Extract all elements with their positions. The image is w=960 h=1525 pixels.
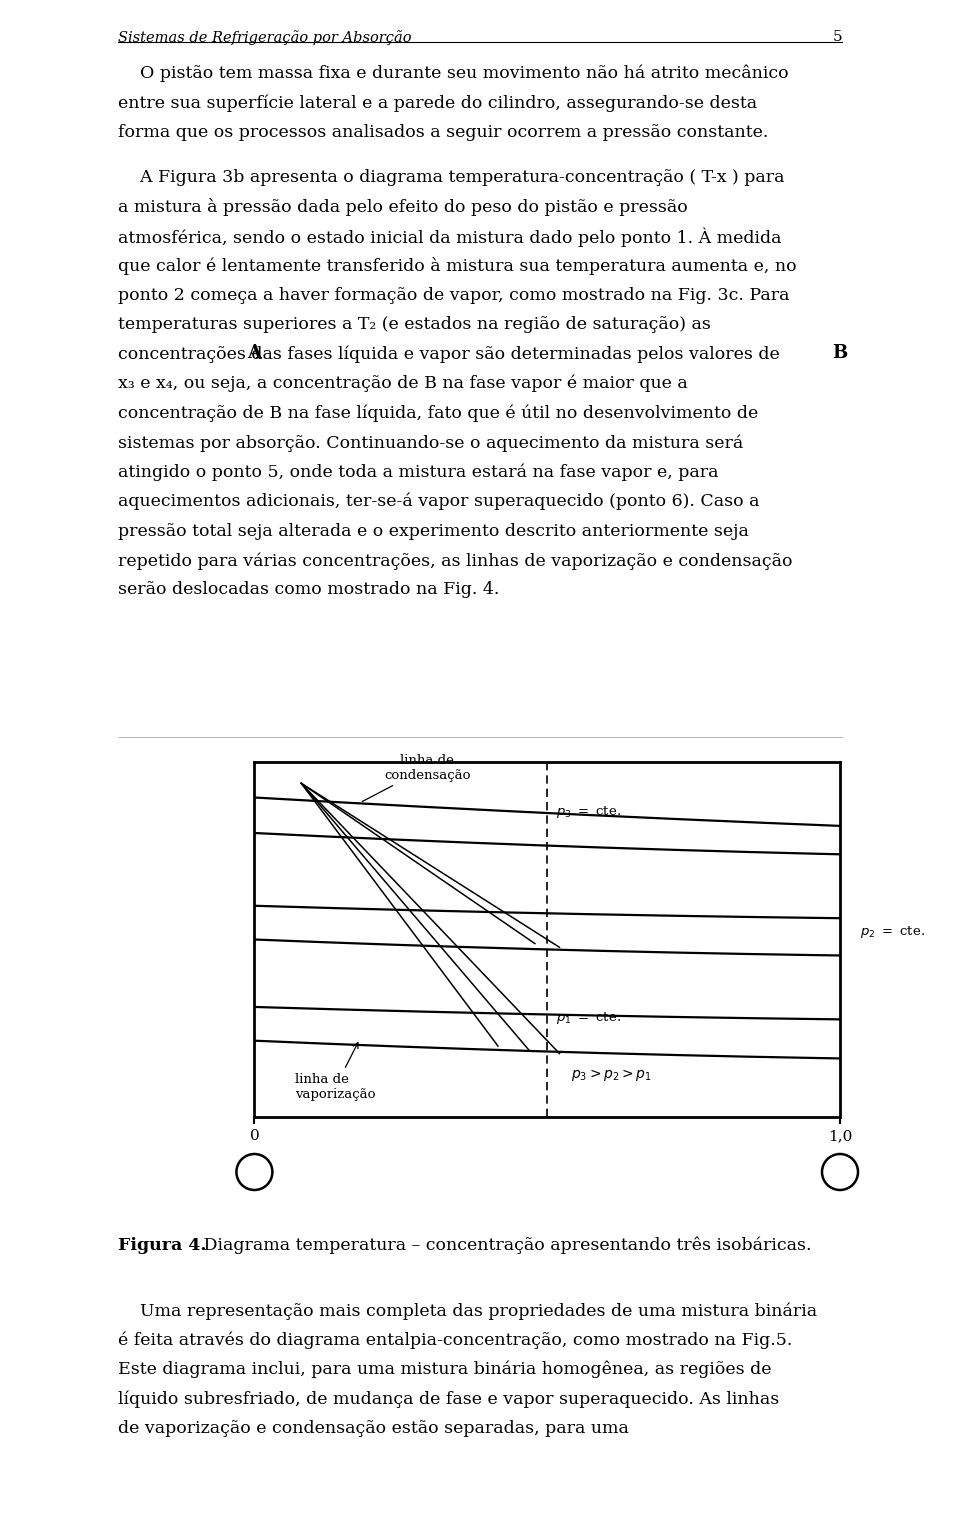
- Text: B: B: [832, 345, 848, 361]
- Text: $p_3 > p_2 > p_1$: $p_3 > p_2 > p_1$: [570, 1068, 652, 1083]
- Text: Diagrama temperatura – concentração apresentando três isobáricas.: Diagrama temperatura – concentração apre…: [198, 1237, 811, 1255]
- Text: entre sua superfície lateral e a parede do cilindro, assegurando-se desta: entre sua superfície lateral e a parede …: [118, 95, 757, 111]
- Text: concentração de B na fase líquida, fato que é útil no desenvolvimento de: concentração de B na fase líquida, fato …: [118, 404, 758, 422]
- Text: temperaturas superiores a T₂ (e estados na região de saturação) as: temperaturas superiores a T₂ (e estados …: [118, 316, 710, 332]
- Text: $p_3\ =$ cte.: $p_3\ =$ cte.: [556, 804, 621, 820]
- Text: O pistão tem massa fixa e durante seu movimento não há atrito mecânico: O pistão tem massa fixa e durante seu mo…: [118, 66, 788, 82]
- Text: A Figura 3b apresenta o diagrama temperatura-concentração ( T-x ) para: A Figura 3b apresenta o diagrama tempera…: [118, 168, 784, 186]
- Text: ponto 2 começa a haver formação de vapor, como mostrado na Fig. 3c. Para: ponto 2 começa a haver formação de vapor…: [118, 287, 789, 303]
- Text: x₃ e x₄, ou seja, a concentração de B na fase vapor é maior que a: x₃ e x₄, ou seja, a concentração de B na…: [118, 375, 687, 392]
- Text: de vaporização e condensação estão separadas, para uma: de vaporização e condensação estão separ…: [118, 1420, 629, 1437]
- Text: Sistemas de Refrigeração por Absorção: Sistemas de Refrigeração por Absorção: [118, 30, 412, 44]
- Text: Uma representação mais completa das propriedades de uma mistura binária: Uma representação mais completa das prop…: [118, 1302, 817, 1319]
- Text: que calor é lentamente transferido à mistura sua temperatura aumenta e, no: que calor é lentamente transferido à mis…: [118, 258, 797, 274]
- Text: sistemas por absorção. Continuando-se o aquecimento da mistura será: sistemas por absorção. Continuando-se o …: [118, 435, 743, 451]
- Text: repetido para várias concentrações, as linhas de vaporização e condensação: repetido para várias concentrações, as l…: [118, 552, 793, 569]
- Text: a mistura à pressão dada pelo efeito do peso do pistão e pressão: a mistura à pressão dada pelo efeito do …: [118, 198, 687, 217]
- Text: concentrações das fases líquida e vapor são determinadas pelos valores de: concentrações das fases líquida e vapor …: [118, 346, 780, 363]
- Text: linha de
vaporização: linha de vaporização: [296, 1043, 376, 1101]
- Text: atmosférica, sendo o estado inicial da mistura dado pelo ponto 1. À medida: atmosférica, sendo o estado inicial da m…: [118, 227, 781, 247]
- Text: líquido subresfriado, de mudança de fase e vapor superaquecido. As linhas: líquido subresfriado, de mudança de fase…: [118, 1391, 780, 1408]
- Text: é feita através do diagrama entalpia-concentração, como mostrado na Fig.5.: é feita através do diagrama entalpia-con…: [118, 1331, 792, 1350]
- Text: pressão total seja alterada e o experimento descrito anteriormente seja: pressão total seja alterada e o experime…: [118, 523, 749, 540]
- Text: $p_2\ =$ cte.: $p_2\ =$ cte.: [860, 924, 925, 941]
- Text: $p_1\ =$ cte.: $p_1\ =$ cte.: [556, 1010, 621, 1026]
- Text: Figura 4.: Figura 4.: [118, 1237, 206, 1254]
- Text: A: A: [248, 345, 261, 361]
- Text: Este diagrama inclui, para uma mistura binária homogênea, as regiões de: Este diagrama inclui, para uma mistura b…: [118, 1360, 772, 1379]
- Text: aquecimentos adicionais, ter-se-á vapor superaquecido (ponto 6). Caso a: aquecimentos adicionais, ter-se-á vapor …: [118, 493, 759, 511]
- Text: forma que os processos analisados a seguir ocorrem a pressão constante.: forma que os processos analisados a segu…: [118, 124, 768, 140]
- Text: atingido o ponto 5, onde toda a mistura estará na fase vapor e, para: atingido o ponto 5, onde toda a mistura …: [118, 464, 718, 480]
- Text: serão deslocadas como mostrado na Fig. 4.: serão deslocadas como mostrado na Fig. 4…: [118, 581, 499, 598]
- Text: 5: 5: [832, 30, 842, 44]
- Text: linha de
condensação: linha de condensação: [362, 753, 470, 802]
